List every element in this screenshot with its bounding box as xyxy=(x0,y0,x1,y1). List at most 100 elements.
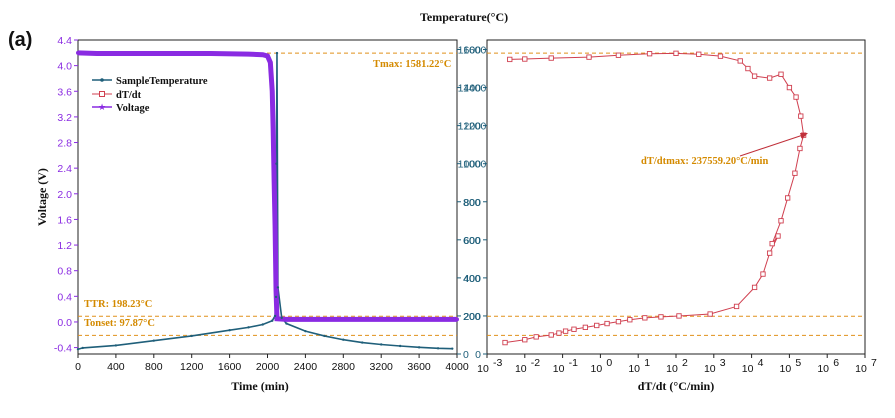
right-x-tick-exponent: 0 xyxy=(606,357,612,369)
sample-temperature-point xyxy=(76,348,80,351)
voltage-point xyxy=(265,54,270,59)
panel-label: (a) xyxy=(8,29,32,51)
sample-temperature-point xyxy=(273,314,277,318)
dtdt-point xyxy=(507,56,513,63)
right-x-tick-label: 10 xyxy=(704,363,716,375)
left-x-tick-label: 4000 xyxy=(445,361,469,373)
left-axis-ticks: 0 400 800 1200 1600 2000 2400 2800 3200 3600 4000-… xyxy=(54,35,487,373)
legend-marker-temperature xyxy=(100,78,104,82)
right-x-tick-exponent: 6 xyxy=(833,357,839,369)
dtdt-point xyxy=(673,50,679,56)
temp-axis-tick-label: 1200 xyxy=(463,121,487,133)
left-y-tick-label: 3.6 xyxy=(57,86,72,98)
left-y-tick-label: 0.4 xyxy=(57,291,72,303)
sample-temperature-point xyxy=(323,334,326,338)
sample-temperature-point xyxy=(228,329,231,332)
voltage-point xyxy=(322,317,327,322)
voltage-point xyxy=(208,51,213,56)
dtdt-point xyxy=(793,94,799,100)
dtdt-point xyxy=(646,51,653,57)
sample-temperature-point xyxy=(417,346,421,349)
dtdt-point xyxy=(615,52,622,58)
right-x-tick-label: 10 xyxy=(515,363,527,375)
right-x-tick-label: 10 xyxy=(780,363,792,375)
voltage-point xyxy=(360,317,365,322)
right-x-tick-exponent: 1 xyxy=(644,357,650,369)
left-x-tick-label: 3600 xyxy=(407,361,431,373)
left-y-axis-label: Voltage (V) xyxy=(35,168,49,226)
dtdt-point xyxy=(502,339,508,346)
right-x-tick-exponent: 5 xyxy=(795,357,801,369)
dtdt-point xyxy=(769,240,775,247)
annotation-tonset: Tonset: 97.87°C xyxy=(84,318,155,329)
sample-temperature-point xyxy=(114,344,118,347)
left-x-tick-label: 3200 xyxy=(370,361,394,373)
sample-temperature-point xyxy=(280,316,283,320)
voltage-point xyxy=(284,317,289,322)
left-x-tick-label: 400 xyxy=(107,361,125,373)
right-x-tick-label: 10 xyxy=(742,363,754,375)
right-x-tick-label: 10 xyxy=(477,363,489,375)
left-y-tick-label: 3.2 xyxy=(57,112,72,124)
left-x-tick-label: 2000 xyxy=(256,361,280,373)
dtdt-point xyxy=(556,330,562,336)
left-x-tick-label: 1200 xyxy=(180,361,204,373)
dtdt-point xyxy=(786,84,793,91)
right-x-tick-label: 10 xyxy=(591,363,603,375)
legend-marker-voltage: ★ xyxy=(98,102,106,112)
left-y-tick-label: 1.6 xyxy=(57,214,72,226)
sample-temperature-point xyxy=(276,286,280,289)
dtdt-point xyxy=(582,324,589,331)
dtdt-point xyxy=(533,334,539,340)
left-y-tick-label: 1.2 xyxy=(57,240,72,252)
dtdt-point xyxy=(775,233,781,239)
right-x-tick-exponent: 3 xyxy=(720,357,726,369)
voltage-point xyxy=(272,178,277,183)
sample-temperature-point xyxy=(304,329,307,333)
voltage-point xyxy=(132,51,137,56)
left-y-tick-label: -0.4 xyxy=(54,343,72,355)
dtdt-point xyxy=(707,311,713,317)
right-x-tick-label: 10 xyxy=(553,363,565,375)
sample-temperature-point xyxy=(398,344,402,348)
right-y-tick-label: 400 xyxy=(463,273,481,285)
dtdt-point xyxy=(751,284,758,291)
dtdt-point xyxy=(766,75,773,81)
right-series-group xyxy=(502,50,807,346)
right-x-tick-exponent: -1 xyxy=(569,357,578,369)
dtdt-point xyxy=(615,318,622,325)
sample-temperature-point xyxy=(81,346,84,350)
voltage-point xyxy=(170,51,175,56)
top-axis-title: Temperature(°C) xyxy=(420,10,508,24)
right-x-tick-label: 10 xyxy=(666,363,678,375)
dtdt-point xyxy=(717,53,724,59)
dtdt-point xyxy=(696,51,702,57)
right-y-tick-label: 1600 xyxy=(458,45,482,57)
legend: SampleTemperature dT/dt ★ Voltage xyxy=(92,76,208,114)
right-plot-frame xyxy=(486,39,866,355)
left-x-tick-label: 1600 xyxy=(218,361,242,373)
dtdt-point xyxy=(766,250,773,256)
annotation-tmax: Tmax: 1581.22°C xyxy=(373,59,451,70)
left-y-tick-label: 2.0 xyxy=(57,189,72,201)
left-x-axis-label: Time (min) xyxy=(231,379,288,393)
voltage-point xyxy=(246,52,251,57)
voltage-point xyxy=(455,317,459,322)
dtdt-point xyxy=(571,326,577,332)
right-y-tick-label: 0 xyxy=(475,349,481,361)
sample-temperature-point xyxy=(451,347,454,350)
temp-axis-tick-label: 600 xyxy=(463,235,481,247)
sample-temperature-point xyxy=(436,347,440,350)
temp-axis-tick-label: 1000 xyxy=(463,159,487,171)
dtdt-point xyxy=(642,315,648,321)
left-y-tick-label: 2.4 xyxy=(57,163,72,175)
sample-temperature-point xyxy=(152,339,155,342)
voltage-point xyxy=(273,223,278,228)
legend-label-temperature: SampleTemperature xyxy=(116,76,208,87)
left-x-tick-label: 0 xyxy=(75,361,81,373)
left-y-tick-label: 2.8 xyxy=(57,138,72,150)
sample-temperature-point xyxy=(342,338,345,341)
voltage-point xyxy=(260,52,265,57)
sample-temperature-point xyxy=(380,343,383,346)
